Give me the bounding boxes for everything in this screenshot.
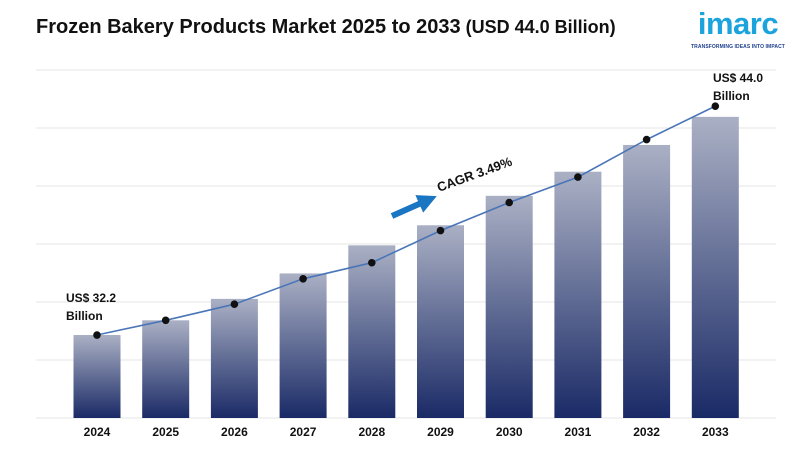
x-tick-2024: 2024 (84, 425, 111, 439)
trend-line (96, 105, 716, 336)
bar-2033 (691, 116, 739, 418)
x-tick-2033: 2033 (702, 425, 729, 439)
trend-point-2028 (368, 258, 376, 267)
bar-2029 (417, 225, 464, 418)
trend-point-2032 (642, 135, 651, 144)
bar-2025 (142, 320, 190, 418)
trend-point-2026 (230, 300, 239, 309)
trend-point-2024 (93, 331, 101, 339)
x-axis-ticks: 2024 2025 2026 2027 2028 2029 2030 2031 2032 2033 (84, 425, 729, 439)
bar-2026 (210, 298, 258, 418)
x-tick-2025: 2025 (152, 425, 179, 439)
trend-markers (93, 102, 720, 339)
trend-point-2025 (161, 316, 170, 325)
x-tick-2030: 2030 (496, 425, 523, 439)
x-tick-2027: 2027 (290, 425, 317, 439)
x-tick-2026: 2026 (221, 425, 248, 439)
cagr-label: CAGR 3.49% (435, 154, 515, 195)
logo-wordmark: imarc (697, 6, 779, 41)
x-tick-2028: 2028 (358, 425, 385, 439)
trend-point-2033 (711, 102, 720, 110)
bar-2032 (623, 144, 671, 418)
bars (73, 116, 739, 418)
cagr-arrow (390, 195, 437, 219)
x-tick-2029: 2029 (427, 425, 454, 439)
bar-2027 (279, 273, 327, 418)
bar-2030 (485, 195, 533, 418)
bar-2031 (554, 171, 602, 418)
start-value-label-line1: US$ 32.2 (66, 291, 116, 305)
logo-tagline: TRANSFORMING IDEAS INTO IMPACT (691, 44, 785, 50)
x-tick-2032: 2032 (633, 425, 660, 439)
trend-point-2029 (436, 226, 445, 235)
start-value-label-line2: Billion (66, 309, 103, 323)
end-value-label-line1: US$ 44.0 (713, 71, 763, 85)
trend-point-2030 (505, 198, 513, 207)
chart-title: Frozen Bakery Products Market 2025 to 20… (36, 14, 656, 40)
x-tick-2031: 2031 (565, 425, 592, 439)
end-value-label-line2: Billion (713, 89, 750, 103)
chart-title-value: (USD 44.0 Billion) (460, 17, 616, 37)
trend-point-2031 (574, 173, 582, 181)
bar-2028 (348, 245, 396, 418)
trend-point-2027 (299, 275, 307, 283)
imarc-logo: imarc TRANSFORMING IDEAS INTO IMPACT (688, 6, 788, 54)
chart-title-main: Frozen Bakery Products Market 2025 to 20… (36, 16, 461, 38)
bar-2024 (73, 335, 121, 418)
